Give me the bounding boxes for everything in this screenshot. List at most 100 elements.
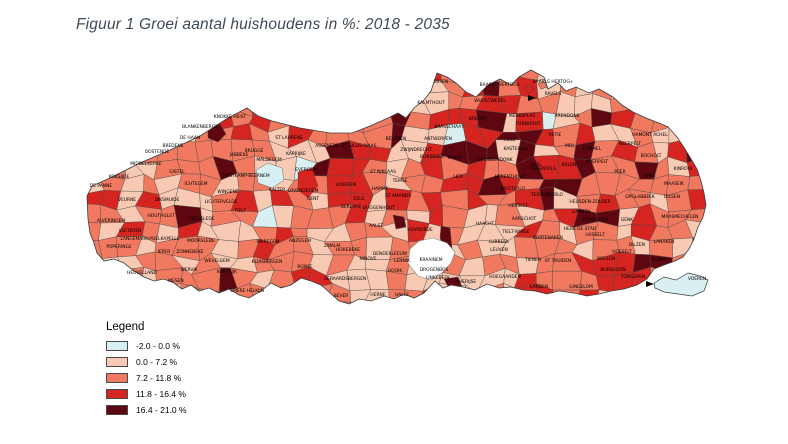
legend-swatch (106, 340, 128, 351)
municipality-label: OOSTENDE (145, 149, 170, 155)
municipality-label: IEPER (158, 249, 171, 255)
municipality-label: TEMSE (392, 178, 408, 184)
municipality-label: AALTER (269, 187, 285, 193)
municipality-label: ICHTEGEM (184, 181, 207, 187)
municipality-label: TIELT (233, 208, 246, 214)
legend-class-label: 11.8 - 16.4 % (136, 388, 186, 399)
municipality-label: BEVER (334, 293, 349, 299)
legend: Legend -2.0 - 0.0 % 0.0 - 7.2 % 7.2 - 11.8… (106, 321, 187, 420)
municipality-label: LEUVEN (490, 247, 508, 253)
municipality-label: ASSENEDE (315, 143, 339, 149)
municipality-label: MOORSLEDE (187, 238, 215, 244)
municipality-label: ST TRUIDEN (545, 258, 572, 264)
municipality-label: HOEGAARDEN (489, 274, 521, 280)
municipality-label: RETIE (549, 132, 562, 138)
legend-class-label: 16.4 - 21.0 % (136, 404, 187, 415)
municipality-label: DIKSMUIDE (155, 197, 180, 203)
municipality-label: MALDEGEM (256, 157, 282, 163)
municipality-label: BALEN (562, 162, 577, 168)
legend-rows: -2.0 - 0.0 % 0.0 - 7.2 % 7.2 - 11.8 % 11.8 … (106, 340, 187, 415)
figure-title: Figuur 1 Groei aantal huishoudens in %: … (76, 16, 450, 33)
municipality-label: HAMONT ACHEL (632, 132, 668, 138)
legend-row: -2.0 - 0.0 % (106, 340, 187, 351)
municipality-label: HERENTHOUT (495, 174, 526, 180)
flanders-outline (86, 69, 707, 305)
municipality-label: GERAARDSBERGEN (324, 276, 367, 282)
legend-class-label: 0.0 - 7.2 % (136, 356, 178, 367)
municipality-label: ZWALM (324, 243, 341, 249)
municipality-label: BREE (644, 173, 656, 179)
municipality-label: BAARLE HERTOG+ (533, 79, 574, 85)
municipality-label: MAASEIK (664, 181, 684, 187)
municipality-label: TIENEN (524, 257, 541, 263)
legend-swatch (106, 404, 128, 415)
municipality-label: RAVELS (545, 91, 562, 97)
municipality-label: ESSEN (434, 79, 448, 85)
municipality-label: GENT (307, 196, 319, 202)
brussels-excluded-area (407, 237, 456, 281)
legend-class-label: 7.2 - 11.8 % (136, 372, 182, 383)
municipality-label: LUMMEN (571, 209, 590, 215)
municipality-label: POPERINGE (106, 244, 132, 250)
municipality-label: NEERPELT (619, 141, 641, 147)
municipality-label: WEVELGEM (204, 258, 230, 264)
municipality-label: GOOIK (388, 268, 403, 274)
municipality-label: OVERIJSE (456, 279, 477, 285)
municipality-label: DE HAAN (180, 135, 200, 141)
municipality-label: BREDENE (162, 143, 183, 149)
municipality-label: ANZEGEM (289, 238, 311, 244)
municipality-label: WAREGEM (257, 239, 280, 245)
legend-header: Legend (106, 321, 145, 333)
baarle-hertog-enclave (523, 84, 535, 94)
legend-row: 0.0 - 7.2 % (106, 356, 187, 367)
municipality-label: LANAKEN (654, 239, 675, 245)
municipality-label: OPGLABBEEK (625, 194, 655, 200)
municipality-label: DENDERLEEUW (373, 251, 408, 257)
municipality-label: MAASMECHELEN (662, 214, 699, 220)
municipality-label: VEURNE (118, 197, 136, 203)
municipality-label: LUBBEEK (489, 239, 509, 245)
pointer-arrow-icon (528, 95, 536, 101)
municipality-label: KNOKKE HEIST (214, 114, 247, 120)
municipality-label: HOOGLEDE (190, 216, 215, 222)
municipality-label: LOMMEL (583, 146, 602, 152)
municipality-label: GEEL (530, 162, 542, 168)
municipality-label: BUGGENHOUT (363, 205, 395, 211)
municipality-label: HALLE (395, 292, 409, 298)
municipality-label: LINKEBEEK (426, 275, 450, 281)
municipality-label: OVERPELT (586, 159, 608, 165)
municipality-label: HERENTALS (530, 166, 556, 172)
municipality-label: RONSE (297, 264, 313, 270)
municipality-label: NINOVE (359, 256, 376, 262)
municipality-label: BORGLOON (600, 267, 625, 273)
voeren-exclave (653, 272, 709, 297)
municipality-label: TURNHOUT (515, 121, 541, 127)
municipality-label: BRASSCHAAT (434, 124, 464, 130)
municipality-label: TESSENDERLO (530, 192, 564, 198)
municipality-label: GENK (621, 217, 633, 223)
municipality-label: ST NIKLAAS (370, 169, 396, 175)
municipality-label: KORTRIJK (217, 269, 237, 275)
municipality-label: MESEN (168, 278, 183, 284)
municipality-label: BRUGGE (245, 148, 264, 154)
municipality-label: LOKEREN (336, 182, 357, 188)
legend-class-label: -2.0 - 0.0 % (136, 340, 180, 351)
municipality-label: ZELE (353, 196, 364, 202)
municipality-label: DROGENBOS (420, 267, 449, 273)
legend-row: 11.8 - 16.4 % (106, 388, 187, 399)
municipality-label: HEUVELLAND (127, 270, 157, 276)
municipality-label: OOSTKAMP-BEERNEM (222, 173, 270, 179)
municipality-label: TONGEREN (620, 274, 646, 280)
municipality-label: BERLARE (341, 204, 361, 210)
municipality-label: BORSBEEK (420, 154, 444, 160)
municipality-label: GINGELOM (569, 284, 593, 290)
municipality-label: AALST (369, 223, 383, 229)
municipality-label: HERK DE STAD (564, 226, 597, 232)
municipality-label: HOREBEKE (336, 247, 360, 253)
municipality-label: WINGENE (217, 189, 238, 195)
legend-row: 16.4 - 21.0 % (106, 404, 187, 415)
municipality-label: DE PANNE (90, 183, 112, 189)
